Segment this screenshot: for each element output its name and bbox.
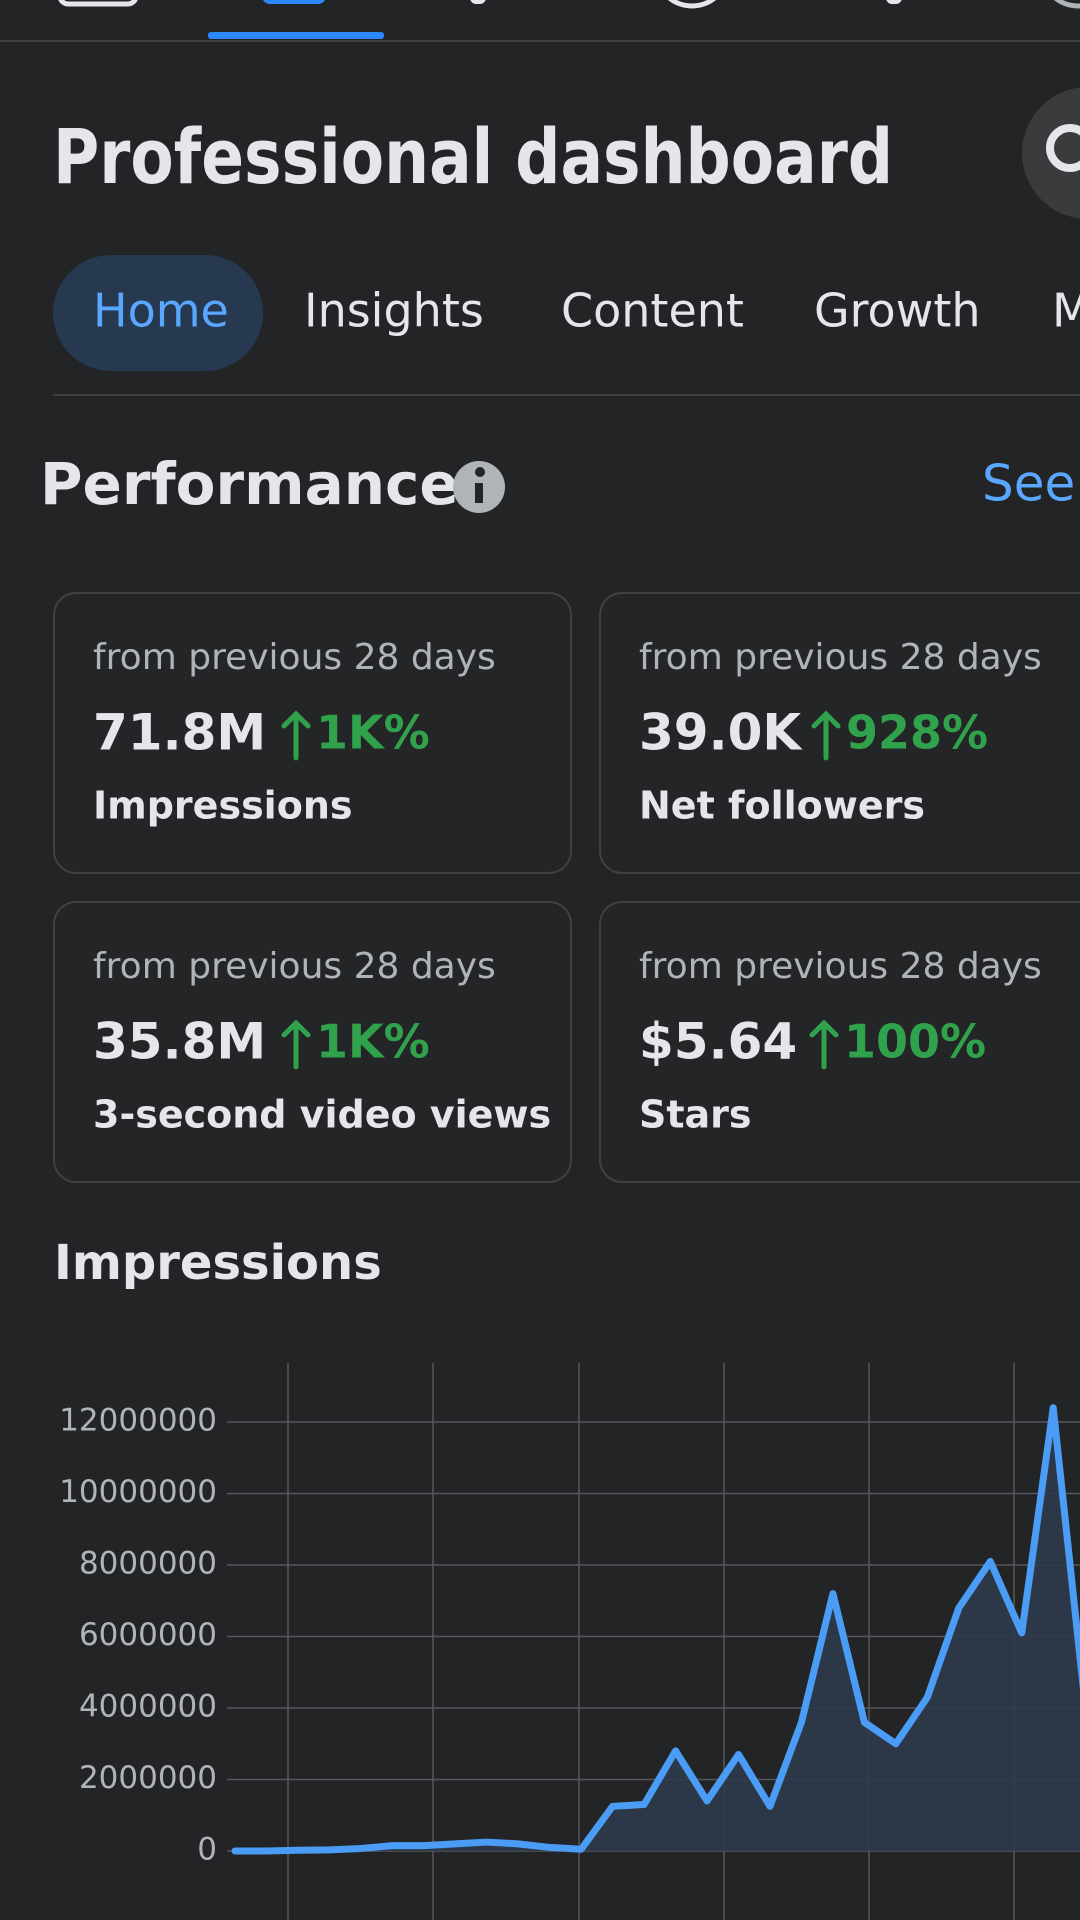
card-period: from previous 28 days [93,637,496,678]
y-tick-label: 6000000 [79,1617,217,1653]
card-label: Stars [639,1093,752,1137]
card-change: 1K% [316,706,430,760]
y-tick-label: 12000000 [59,1403,217,1439]
card-label: Net followers [639,784,925,828]
up-arrow [281,1019,311,1070]
nav-icon[interactable] [886,0,902,4]
metric-card[interactable] [599,592,1080,874]
search-button[interactable] [1022,87,1080,219]
card-value: $5.64 [639,1013,797,1071]
card-value: 71.8M [93,704,266,762]
tab[interactable]: Insights [304,284,484,338]
nav-icon[interactable] [656,0,728,9]
card-change: 100% [844,1015,986,1069]
nav-icon[interactable] [1042,0,1080,9]
up-arrow [809,1019,839,1070]
card-value: 35.8M [93,1013,266,1071]
chart: 0 2000000 4000000 6000000 8000000 10000000 120… [59,1363,1080,1920]
nav-icon[interactable] [470,0,486,4]
card-period: from previous 28 days [93,946,496,987]
tab-bar: Home Insights Content Growth M [53,255,1080,371]
card-period: from previous 28 days [639,946,1042,987]
chart-title: Impressions [54,1235,382,1291]
see-all-link[interactable]: See [982,455,1075,513]
y-tick-label: 2000000 [79,1760,217,1796]
search-icon[interactable] [1046,124,1080,172]
card-change: 928% [846,706,988,760]
card-label: 3-second video views [93,1093,551,1137]
page-title: Professional dashboard [53,112,893,201]
nav-active-indicator [208,32,384,39]
info-stem[interactable] [475,483,483,503]
y-tick-label: 0 [197,1832,217,1868]
tab[interactable]: Home [93,284,229,338]
metric-card[interactable] [53,592,572,874]
nav-icon[interactable] [262,0,326,4]
up-arrow [281,710,311,761]
area [235,1407,1080,1851]
up-arrow [811,710,841,761]
info-dot[interactable] [475,467,485,477]
y-tick-label: 8000000 [79,1546,217,1582]
y-tick-label: 10000000 [59,1474,217,1510]
card-label: Impressions [93,784,353,828]
nav-icon[interactable] [58,0,138,7]
tab-active-bg [53,255,263,371]
card-period: from previous 28 days [639,637,1042,678]
tab[interactable]: M [1052,284,1080,338]
tab[interactable]: Growth [814,284,981,338]
metric-card[interactable] [599,901,1080,1183]
tab[interactable]: Content [561,284,744,338]
card-change: 1K% [316,1015,430,1069]
metric-card[interactable] [53,901,572,1183]
y-tick-label: 4000000 [79,1689,217,1725]
section-title: Performance [40,450,459,518]
line [231,1404,1080,1855]
card-value: 39.0K [639,704,803,762]
info-icon[interactable] [453,461,505,513]
cards: from previous 28 days 71.8M 1K% Impressions… [53,592,1080,1183]
